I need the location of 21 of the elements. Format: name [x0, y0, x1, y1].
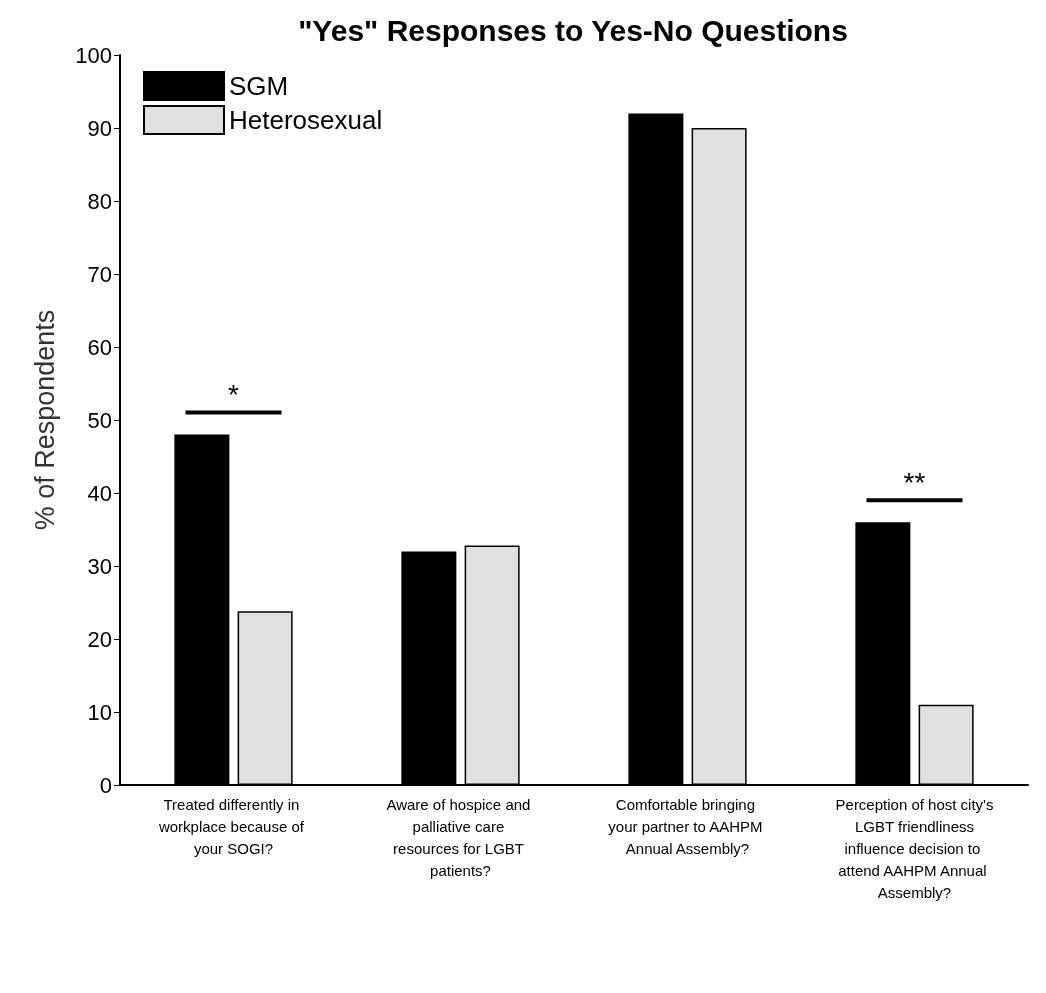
y-tick-label: 100: [75, 42, 112, 68]
y-tick-label: 40: [87, 480, 112, 506]
y-tick-label: 20: [87, 626, 112, 652]
x-tick-label: Treated differently in workplace because of your SOGI?: [157, 795, 309, 857]
legend-label: SGM: [229, 71, 289, 101]
y-tick-label: 50: [87, 407, 112, 433]
y-tick-label: 70: [87, 261, 112, 287]
legend-label: Heterosexual: [229, 105, 383, 135]
x-tick-label: Aware of hospice and palliative care resources for LGBT patients?: [386, 795, 535, 879]
y-axis-title: % of Respondents: [29, 309, 60, 531]
y-tick-label: 80: [87, 188, 112, 214]
x-tick-label: Comfortable bringing your partner to AAHPM Annual Assembly?: [608, 795, 767, 857]
annotation: **: [903, 466, 926, 498]
y-tick-label: 60: [87, 334, 112, 360]
x-tick-label: Perception of host city's LGBT friendliness influence decision to attend AAHPM Annual Assembly?: [835, 795, 994, 901]
chart-title: "Yes" Responses to Yes-No Questions: [298, 13, 848, 47]
y-tick-label: 10: [87, 699, 112, 725]
annotation: *: [228, 379, 240, 411]
y-tick-label: 30: [87, 553, 112, 579]
y-tick-label: 0: [99, 772, 112, 798]
y-tick-label: 90: [87, 115, 112, 141]
